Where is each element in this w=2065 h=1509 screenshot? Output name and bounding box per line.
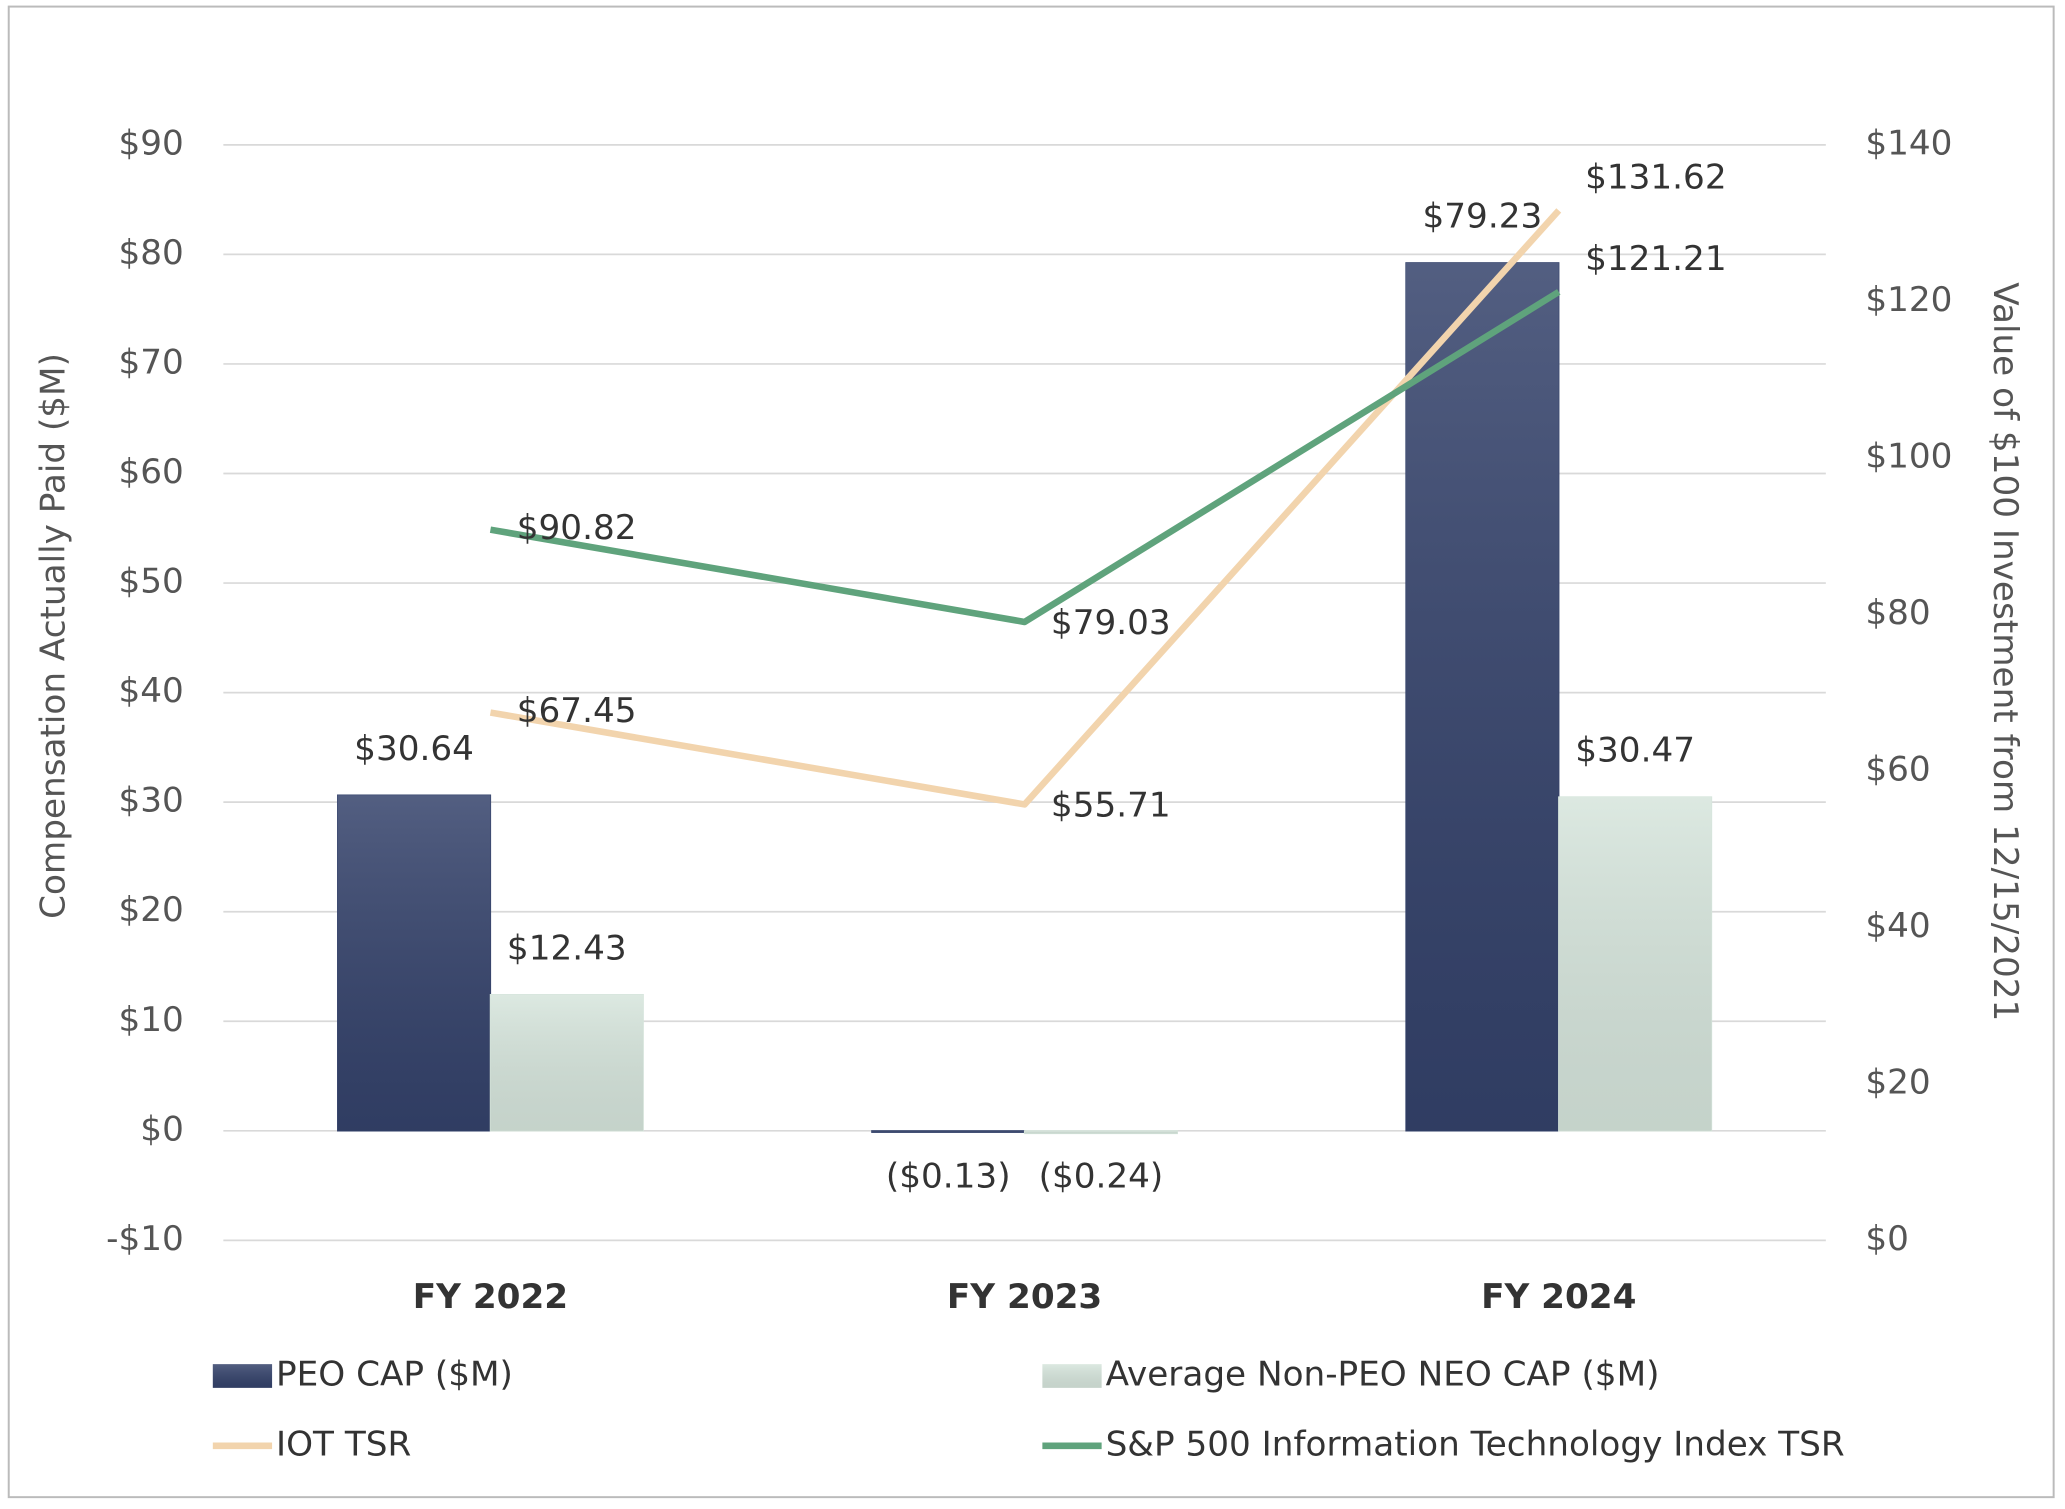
y-tick-label: $20 bbox=[119, 890, 184, 930]
y2-tick-label: $40 bbox=[1865, 906, 1930, 946]
bar-shade bbox=[1558, 797, 1712, 1131]
bar-shade bbox=[1024, 1130, 1178, 1134]
y2-tick-label: $80 bbox=[1865, 593, 1930, 633]
bar-shade bbox=[871, 1130, 1025, 1133]
y2-tick-label: $20 bbox=[1865, 1062, 1930, 1102]
line bbox=[489, 289, 1561, 626]
data-label: ($0.24) bbox=[1039, 1157, 1164, 1197]
data-label: $79.03 bbox=[1051, 603, 1171, 643]
data-label: $55.71 bbox=[1051, 786, 1171, 826]
y-tick-label: $40 bbox=[119, 671, 184, 711]
data-label: $30.47 bbox=[1575, 731, 1695, 771]
legend-swatch-shade bbox=[1042, 1364, 1102, 1388]
y-tick-label: $30 bbox=[119, 781, 184, 821]
legend-label: Average Non-PEO NEO CAP ($M) bbox=[1106, 1355, 1660, 1395]
y2-axis-title: Value of $100 Investment from 12/15/2021 bbox=[1985, 282, 2025, 1021]
legend-label: IOT TSR bbox=[276, 1424, 411, 1464]
y-tick-label: $90 bbox=[119, 123, 184, 163]
x-tick-label: FY 2023 bbox=[947, 1277, 1102, 1317]
y-tick-label: $10 bbox=[119, 1000, 184, 1040]
y-tick-label: $70 bbox=[119, 342, 184, 382]
y-tick-label: $80 bbox=[119, 233, 184, 273]
y2-tick-label: $0 bbox=[1865, 1219, 1909, 1259]
x-tick-label: FY 2024 bbox=[1481, 1277, 1636, 1317]
data-label: $30.64 bbox=[354, 729, 474, 769]
x-tick-label: FY 2022 bbox=[413, 1277, 568, 1317]
y-axis-title: Compensation Actually Paid ($M) bbox=[33, 353, 73, 919]
data-label: $12.43 bbox=[507, 928, 627, 968]
bar-shade bbox=[337, 795, 491, 1131]
y2-tick-label: $100 bbox=[1865, 436, 1952, 476]
line bbox=[489, 208, 1562, 808]
legend-label: S&P 500 Information Technology Index TSR bbox=[1106, 1424, 1845, 1464]
data-label: ($0.13) bbox=[886, 1157, 1011, 1197]
legend-swatch-shade bbox=[212, 1364, 273, 1388]
y-tick-label: $60 bbox=[119, 452, 184, 492]
data-label: $67.45 bbox=[517, 691, 637, 731]
data-label: $79.23 bbox=[1423, 197, 1543, 237]
y2-tick-label: $140 bbox=[1865, 123, 1952, 163]
data-label: $131.62 bbox=[1585, 157, 1727, 197]
bar-shade bbox=[490, 994, 644, 1131]
bar-shade bbox=[1406, 262, 1559, 1131]
data-label: $121.21 bbox=[1585, 239, 1727, 279]
legend-label: PEO CAP ($M) bbox=[276, 1355, 513, 1395]
y-tick-label: $0 bbox=[140, 1109, 184, 1149]
y2-tick-label: $60 bbox=[1865, 749, 1930, 789]
y2-tick-label: $120 bbox=[1865, 280, 1952, 320]
y-tick-label: $50 bbox=[119, 562, 184, 602]
data-label: $90.82 bbox=[517, 508, 637, 548]
frame bbox=[7, 5, 2055, 1499]
y-tick-label: -$10 bbox=[106, 1219, 184, 1259]
